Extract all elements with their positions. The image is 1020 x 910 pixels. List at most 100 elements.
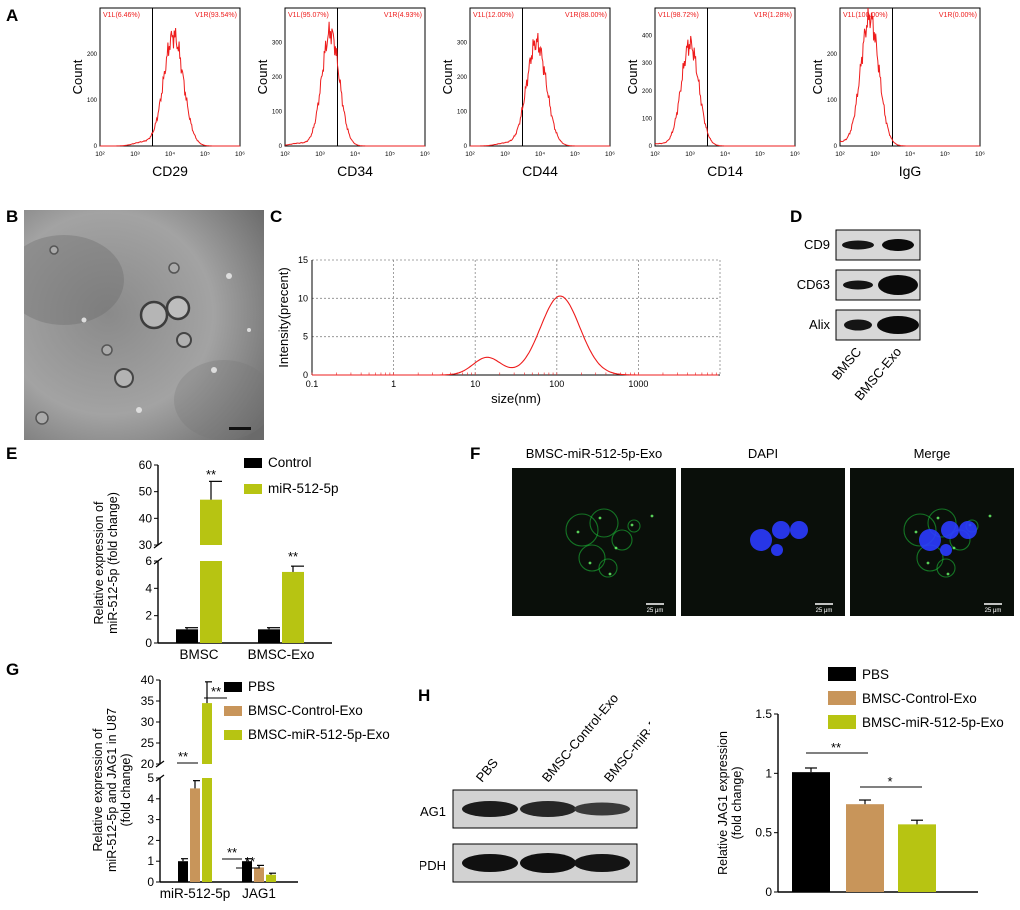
bar-mir-512-5p <box>200 499 222 545</box>
x-tick-label: 10³ <box>315 151 325 158</box>
x-tick-label: 10² <box>465 151 475 158</box>
green-signal <box>598 558 618 578</box>
legend-label: BMSC-Control-Exo <box>248 703 363 718</box>
significance-mark: ** <box>245 854 255 869</box>
scale-label: 25 μm <box>816 608 833 614</box>
x-tick-label: 10² <box>280 151 290 158</box>
x-tick-label: 10⁶ <box>235 151 245 158</box>
y-tick-label: 4 <box>145 581 152 595</box>
y-axis-label: Count <box>70 59 85 94</box>
histogram-curve <box>839 7 980 147</box>
y-tick-label: 0 <box>145 636 152 650</box>
y-tick-label: 4 <box>147 792 154 806</box>
green-signal <box>589 508 619 538</box>
fluor-title: Merge <box>914 446 951 461</box>
left-gate-label: V1L(98.72%) <box>658 12 699 19</box>
significance-mark: ** <box>211 684 221 699</box>
y-tick-label: 1 <box>147 854 154 868</box>
y-tick-label: 300 <box>272 41 283 47</box>
green-dot <box>952 546 956 550</box>
y-axis-label: Count <box>440 59 455 94</box>
histogram-curve <box>284 21 425 147</box>
x-tick-label: 10⁶ <box>420 151 430 158</box>
y-axis-label-line: Relative expression of <box>91 728 105 852</box>
y-tick-label: 25 <box>141 736 155 750</box>
x-tick-label: 10² <box>650 151 660 158</box>
y-tick-label: 200 <box>827 52 838 58</box>
panel-label-b: B <box>6 207 19 226</box>
bar-bmsc-control-exo <box>846 804 884 892</box>
y-axis-label-line: Relative JAG1 expression <box>716 731 730 875</box>
y-axis-label: Count <box>810 59 825 94</box>
histogram-cd44: V1L(12.00%) V1R(88.00%) 0 100 200 300 10² 10³ 10… <box>440 7 615 179</box>
legend-swatch <box>828 691 856 705</box>
green-dot <box>630 523 634 527</box>
x-tick-label: 10⁴ <box>905 151 915 158</box>
x-tick-label: 1 <box>391 379 396 389</box>
legend-swatch <box>828 667 856 681</box>
y-tick-label: 400 <box>642 34 653 40</box>
histogram-frame <box>469 7 611 147</box>
panel-label-f: F <box>470 444 481 463</box>
green-signal <box>936 558 956 578</box>
green-signal <box>578 544 606 572</box>
category-label: BMSC <box>179 647 218 662</box>
legend-label: BMSC-miR-512-5p-Exo <box>248 727 390 742</box>
histogram-cd29: V1L(6.46%) V1R(93.54%) 0 100 200 10² 10³ 10⁴ 10⁵… <box>70 7 245 179</box>
bar-pbs <box>242 861 252 882</box>
green-dot <box>946 572 950 576</box>
y-tick-label: 50 <box>139 485 153 499</box>
fluor-image-3: 25 μm <box>850 468 1014 616</box>
histogram-frame <box>284 7 426 147</box>
fluor-image-2: 25 μm <box>681 468 845 616</box>
y-tick-label: 0 <box>303 370 308 380</box>
y-axis-label: Count <box>255 59 270 94</box>
marker-label: CD29 <box>152 163 188 179</box>
x-tick-label: 10⁵ <box>200 151 210 158</box>
blot-row-label: Alix <box>809 317 830 332</box>
legend-swatch <box>224 682 242 692</box>
significance-mark: ** <box>288 549 298 564</box>
nucleus <box>941 521 959 539</box>
blot-row-label: GAPDH <box>420 858 446 873</box>
y-tick-label: 5 <box>147 771 154 785</box>
y-tick-label: 200 <box>272 75 283 81</box>
y-axis-label: Relative JAG1 expression(fold change) <box>716 731 744 875</box>
right-gate-label: V1R(88.00%) <box>565 12 607 19</box>
x-tick-label: 10 <box>470 379 480 389</box>
right-gate-label: V1R(93.54%) <box>195 12 237 19</box>
blot-band <box>574 854 630 872</box>
blot-row-label: CD9 <box>804 237 830 252</box>
category-label: miR-512-5p <box>160 886 231 901</box>
left-gate-label: V1L(12.00%) <box>473 12 514 19</box>
right-gate-label: V1R(0.00%) <box>939 12 977 19</box>
legend-swatch <box>224 706 242 716</box>
vesicle-shapes <box>35 245 251 425</box>
green-dot <box>614 546 618 550</box>
blot-row-label: JAG1 <box>420 804 446 819</box>
y-axis-label-line: (fold change) <box>119 754 133 827</box>
blot-row-label: CD63 <box>797 277 830 292</box>
x-tick-label: 10³ <box>500 151 510 158</box>
y-axis-label: Intensity(precent) <box>276 267 291 367</box>
y-tick-label: 1.5 <box>755 707 772 721</box>
western-blot-jag1: PBSBMSC-Control-ExoBMSC-miR-512-5p-ExoJA… <box>420 671 650 883</box>
bar-bmsc-control-exo <box>190 788 200 882</box>
fluor-title: DAPI <box>748 446 778 461</box>
x-tick-label: 10⁵ <box>940 151 950 158</box>
y-axis-label-line: (fold change) <box>730 767 744 840</box>
lane-label: PBS <box>473 755 501 785</box>
y-tick-label: 300 <box>457 41 468 47</box>
significance-mark: ** <box>206 467 216 482</box>
y-tick-label: 6 <box>145 554 152 568</box>
y-tick-label: 20 <box>141 757 155 771</box>
y-tick-label: 0 <box>147 875 154 889</box>
x-tick-label: 10⁴ <box>350 151 360 158</box>
x-tick-label: 100 <box>549 379 564 389</box>
marker-label: IgG <box>899 163 922 179</box>
y-tick-label: 2 <box>147 833 154 847</box>
green-dot <box>926 561 930 565</box>
y-axis-label-line: Relative expression of <box>92 501 106 625</box>
